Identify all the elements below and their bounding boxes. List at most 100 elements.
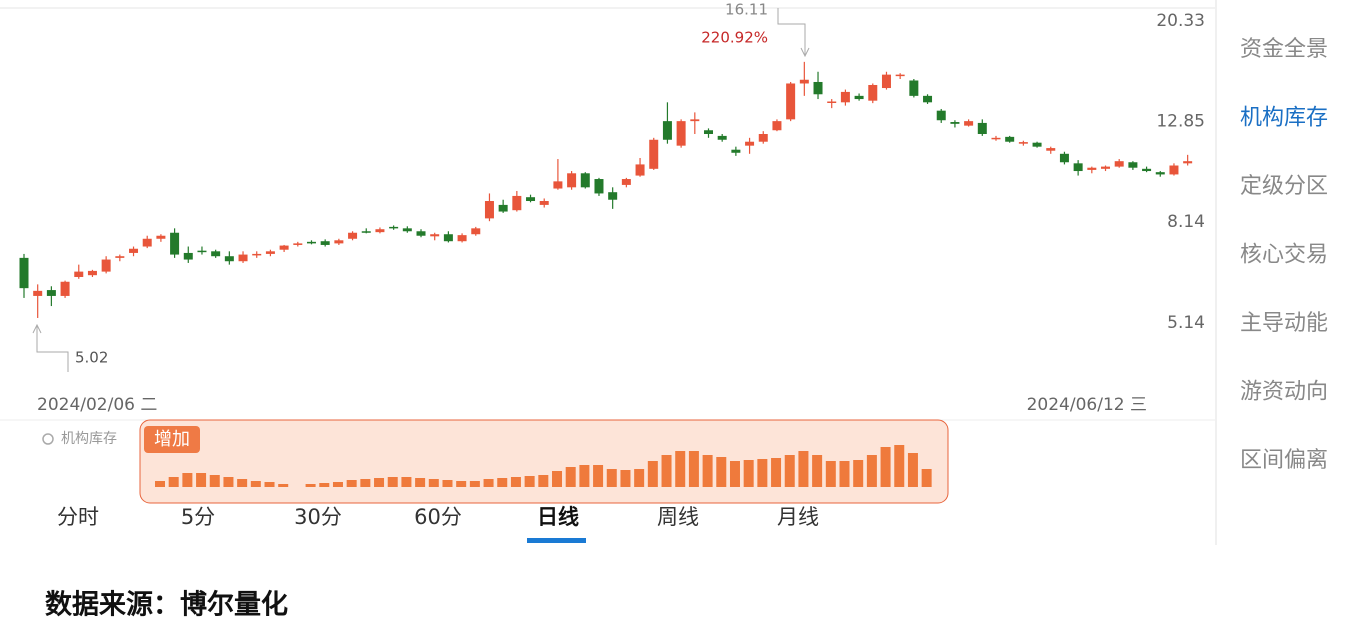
inventory-bar	[469, 481, 480, 487]
candle-body	[443, 234, 453, 242]
candle-body	[758, 134, 768, 142]
candle-body	[649, 139, 659, 169]
candle-body	[183, 252, 193, 260]
candle-body	[1087, 167, 1097, 170]
inventory-bar	[880, 447, 891, 487]
inventory-bar	[812, 455, 823, 487]
inventory-bar	[483, 479, 494, 487]
inventory-bar	[168, 477, 179, 487]
inventory-bar	[387, 477, 398, 487]
inventory-bar	[606, 469, 617, 487]
candle-body	[950, 122, 960, 124]
inventory-bar	[552, 471, 563, 487]
candle-body	[334, 240, 344, 244]
candle-body	[430, 234, 440, 237]
candle-body	[416, 231, 426, 236]
menu-item[interactable]: 资金全景	[1240, 37, 1328, 62]
menu-item[interactable]: 定级分区	[1240, 174, 1328, 199]
candle-body	[498, 204, 508, 212]
candle-body	[1183, 161, 1193, 164]
inventory-bar	[743, 460, 754, 487]
candle-body	[704, 130, 713, 135]
candle-body	[977, 122, 987, 135]
inventory-bar	[332, 482, 343, 487]
candle-body	[33, 290, 43, 296]
source-note: 数据来源：博尔量化	[45, 589, 288, 621]
candle-body	[265, 251, 275, 254]
candle-body	[1032, 142, 1042, 147]
period-tab[interactable]: 60分	[414, 505, 462, 529]
candle-body	[840, 91, 850, 103]
candle-body	[156, 235, 166, 239]
candle-body	[1155, 172, 1165, 175]
inventory-bar	[798, 451, 809, 487]
candle-body	[1128, 162, 1138, 168]
candle-body	[74, 271, 84, 277]
inventory-bar	[360, 479, 371, 487]
candle-body	[745, 141, 755, 146]
inventory-bar	[921, 469, 932, 487]
candle-body	[895, 74, 905, 77]
y-tick-label: 20.33	[1156, 11, 1205, 31]
candle-body	[1073, 163, 1083, 172]
inventory-bar	[784, 455, 795, 487]
candle-body	[799, 79, 809, 84]
inventory-bar	[853, 460, 864, 487]
candle-body	[293, 243, 303, 245]
menu-item[interactable]: 核心交易	[1240, 243, 1328, 268]
inventory-bar	[839, 461, 850, 487]
candle-body	[375, 229, 385, 233]
period-tab[interactable]: 周线	[657, 505, 699, 529]
candle-body	[224, 256, 234, 262]
menu-item[interactable]: 区间偏离	[1240, 448, 1328, 473]
candle-body	[868, 84, 878, 101]
period-tab[interactable]: 日线	[537, 505, 579, 529]
candle-body	[881, 74, 891, 89]
candle-body	[211, 251, 221, 257]
candle-body	[553, 181, 563, 189]
candle-body	[827, 101, 837, 103]
menu-item[interactable]: 主导动能	[1240, 311, 1328, 336]
inventory-bar	[196, 473, 207, 487]
inventory-bar	[209, 475, 220, 487]
candle-body	[348, 232, 358, 239]
candle-body	[142, 238, 152, 247]
candle-body	[539, 201, 549, 205]
y-tick-label: 8.14	[1167, 212, 1205, 232]
candle-body	[238, 254, 248, 262]
period-tab[interactable]: 月线	[777, 505, 819, 529]
menu-item[interactable]: 机构库存	[1240, 106, 1328, 131]
min-arrow	[32, 323, 42, 334]
period-tab[interactable]: 分时	[57, 505, 99, 529]
candle-body	[1142, 168, 1152, 172]
candle-body	[854, 95, 864, 100]
inventory-bar	[866, 455, 877, 487]
candle-body	[964, 121, 974, 126]
inventory-bar	[825, 461, 836, 487]
candle-body	[635, 164, 645, 176]
inventory-bar	[620, 470, 631, 487]
menu-item[interactable]: 游资动向	[1240, 380, 1328, 405]
candle-body	[361, 231, 371, 233]
x-tick-label: 2024/06/12 三	[1027, 395, 1147, 415]
candle-body	[621, 179, 631, 185]
inventory-bar	[250, 481, 261, 487]
candle-body	[87, 270, 97, 276]
candle-body	[101, 259, 111, 272]
candle-body	[306, 241, 316, 244]
min-leader	[36, 325, 69, 372]
inventory-bar	[264, 482, 275, 487]
candle-body	[580, 173, 590, 188]
period-tab[interactable]: 5分	[181, 505, 215, 529]
candle-body	[936, 110, 946, 121]
candle-body	[389, 226, 399, 229]
candle-body	[115, 256, 125, 258]
inventory-bar	[428, 479, 439, 487]
inventory-bar	[634, 469, 645, 487]
period-tab[interactable]: 30分	[294, 505, 342, 529]
tab-underline	[527, 538, 586, 543]
y-tick-label: 5.14	[1167, 313, 1205, 333]
inventory-bar	[510, 477, 521, 487]
candle-body	[1101, 166, 1111, 169]
